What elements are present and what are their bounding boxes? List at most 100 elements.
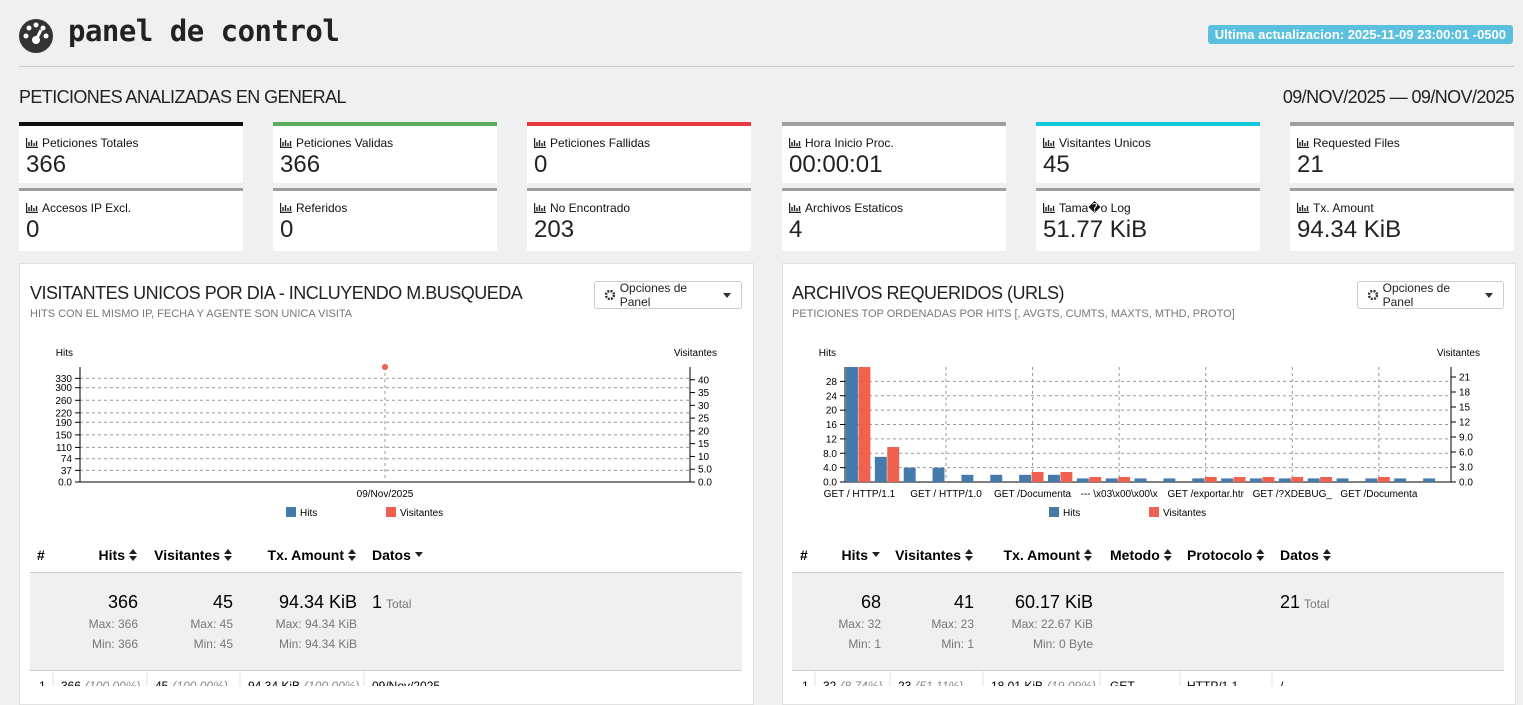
bar: [1134, 478, 1147, 482]
x-tick-label: GET /exportar.htr: [1167, 489, 1244, 500]
bar: [1048, 474, 1060, 482]
card-value: 51.77 KiB: [1043, 216, 1148, 243]
chart-icon: [1043, 138, 1055, 148]
cell-value: 94.34 KiB: [248, 679, 300, 686]
options-button[interactable]: Opciones de Panel: [594, 281, 742, 309]
cell-value: 366: [61, 679, 81, 686]
card-label-text: Peticiones Fallidas: [550, 136, 651, 150]
card-label-text: Peticiones Validas: [296, 136, 394, 150]
column-header: Hits: [842, 547, 869, 563]
charts-and-tables: Hits Visitantes0.037741101501902202603003…: [30, 348, 1504, 686]
chart-icon: [26, 138, 38, 148]
sort-icon: [348, 549, 356, 561]
bar: [1336, 478, 1349, 482]
summary-value: 41: [954, 592, 974, 612]
bar: [1278, 478, 1291, 482]
stat-card: Tama�o Log 51.77 KiB: [1036, 188, 1260, 251]
sort-icon: [1084, 549, 1092, 561]
cell-percent: (100.00%): [172, 679, 227, 686]
y-axis-label: Hits: [56, 348, 73, 359]
y2-axis-label: Visitantes: [674, 348, 717, 359]
cell-value: /: [1280, 679, 1284, 686]
card-label: Visitantes Unicos: [1043, 136, 1151, 150]
cell-value: 09/Nov/2025: [372, 679, 440, 686]
card-value: 0: [280, 216, 294, 243]
bar: [887, 447, 900, 482]
chart-icon: [280, 138, 292, 148]
card-label-text: Tx. Amount: [1313, 201, 1374, 215]
legend-swatch: [1149, 507, 1159, 517]
y-tick-label: 300: [55, 383, 72, 394]
column-header: Tx. Amount: [1004, 547, 1081, 563]
summary-row: [792, 573, 1504, 670]
y-tick-label: 110: [56, 443, 72, 454]
column-header: Datos: [1280, 547, 1319, 563]
column-header: #: [800, 547, 808, 563]
bar: [1320, 477, 1333, 482]
column-header: #: [37, 547, 45, 563]
card-value: 4: [789, 216, 803, 243]
summary-value: 68: [861, 592, 881, 612]
card-value: 45: [1043, 151, 1070, 178]
gear-icon: [1368, 290, 1378, 300]
panel-subtitle: HITS CON EL MISMO IP, FECHA Y AGENTE SON…: [30, 308, 353, 320]
summary-min: Min: 94.34 KiB: [279, 637, 357, 651]
cell-percent: (100.00%): [304, 679, 359, 686]
bar: [858, 367, 871, 482]
x-tick-label: 09/Nov/2025: [357, 489, 414, 500]
cell-value: 1: [39, 679, 46, 686]
bar: [1019, 474, 1032, 482]
column-header: Datos: [372, 547, 411, 563]
bar: [1291, 477, 1304, 482]
y-tick-label: 220: [55, 408, 72, 419]
card-label-text: Peticiones Totales: [42, 136, 139, 150]
card-label-text: Archivos Estaticos: [805, 201, 904, 215]
y2-tick-label: 6.0: [1459, 448, 1473, 459]
summary-max: Max: 366: [89, 617, 139, 631]
legend-swatch: [286, 507, 296, 517]
summary-max: Max: 45: [190, 617, 233, 631]
chart-icon: [1043, 203, 1055, 213]
stat-card: Archivos Estaticos 4: [782, 188, 1006, 251]
summary-row: [30, 573, 742, 670]
card-value: 94.34 KiB: [1297, 216, 1402, 243]
stat-card: Hora Inicio Proc. 00:00:01: [782, 122, 1006, 183]
chart-icon: [789, 203, 801, 213]
stat-card: Peticiones Validas 366: [273, 122, 497, 183]
bar: [1118, 477, 1131, 482]
chart-icon: [534, 138, 546, 148]
card-label-text: Accesos IP Excl.: [42, 201, 132, 215]
cell-value: HTTP/1.1: [1187, 679, 1239, 686]
legend-swatch: [1049, 507, 1059, 517]
options-button[interactable]: Opciones de Panel: [1357, 281, 1504, 309]
bar: [1031, 472, 1044, 482]
x-tick-label: GET / HTTP/1.0: [910, 489, 982, 500]
y-tick-label: 28: [826, 377, 838, 388]
summary-value: 45: [213, 592, 233, 612]
card-label: Peticiones Fallidas: [534, 136, 650, 150]
y2-tick-label: 3.0: [1459, 463, 1473, 474]
y-tick-label: 190: [55, 418, 72, 429]
card-value: 0: [26, 216, 40, 243]
legend-label: Hits: [300, 508, 317, 519]
y2-tick-label: 35: [698, 388, 710, 399]
caret: [723, 292, 731, 298]
y2-tick-label: 20: [698, 426, 710, 437]
x-tick-label: GET /?XDEBUG_: [1253, 489, 1333, 500]
y2-tick-label: 25: [698, 414, 710, 425]
y-tick-label: 150: [55, 430, 72, 441]
card-label: Peticiones Totales: [26, 136, 139, 150]
card-label: Referidos: [280, 201, 347, 215]
summary-min: Min: 1: [941, 637, 974, 651]
column-header: Protocolo: [1187, 547, 1252, 563]
cell-value: 1: [802, 679, 809, 686]
bar: [1089, 477, 1102, 482]
cell-value: 23: [898, 679, 912, 686]
bar: [932, 467, 945, 482]
stat-card: No Encontrado 203: [527, 188, 751, 251]
summary-value: 94.34 KiB: [279, 592, 357, 612]
card-label-text: Visitantes Unicos: [1059, 136, 1151, 150]
y-axis-label: Hits: [819, 348, 836, 359]
point: [382, 364, 388, 370]
bar: [1307, 478, 1320, 482]
